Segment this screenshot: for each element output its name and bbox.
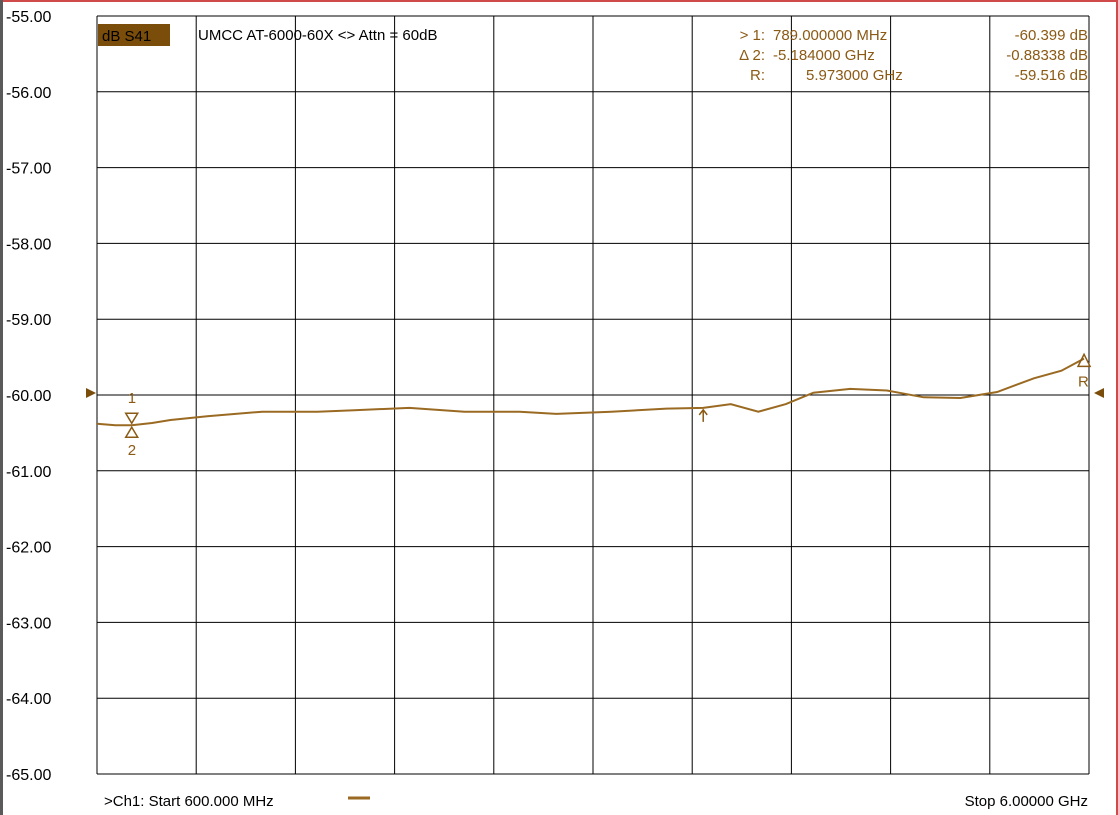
trace-label: dB S41 — [102, 28, 151, 45]
chart-grid — [96, 15, 1090, 775]
marker-r-symbol — [1076, 352, 1092, 368]
y-axis-tick-labels: -55.00 -56.00 -57.00 -58.00 -59.00 -60.00 -61.… — [6, 9, 51, 784]
window-left-edge — [0, 0, 3, 815]
reference-arrows — [86, 388, 1104, 398]
marker-2-symbol — [124, 425, 140, 438]
y-tick-label: -63.00 — [6, 615, 51, 632]
marker-2-label: 2 — [128, 442, 136, 459]
y-tick-label: -60.00 — [6, 388, 51, 405]
marker-r-freq: 5.973000 GHz — [806, 67, 903, 84]
chart-footer: >Ch1: Start 600.000 MHz Stop 6.00000 GHz — [104, 793, 1088, 810]
start-frequency-label: >Ch1: Start 600.000 MHz — [104, 793, 274, 810]
marker-2-freq: -5.184000 GHz — [773, 47, 875, 64]
marker-1-label: 1 — [128, 390, 136, 407]
trace-layer — [96, 357, 1085, 427]
y-tick-label: -59.00 — [6, 312, 51, 329]
y-tick-label: -56.00 — [6, 85, 51, 102]
y-tick-label: -65.00 — [6, 767, 51, 784]
marker-readout-table: > 1: 789.000000 MHz -60.399 dB Δ 2: -5.1… — [739, 27, 1088, 84]
y-tick-label: -61.00 — [6, 464, 51, 481]
y-tick-label: -55.00 — [6, 9, 51, 26]
left-reference-arrow[interactable] — [86, 388, 96, 398]
marker-r-label: R — [1078, 373, 1089, 390]
y-tick-label: -64.00 — [6, 691, 51, 708]
marker-2-id: Δ 2: — [739, 47, 765, 64]
stop-frequency-label: Stop 6.00000 GHz — [965, 793, 1088, 810]
chart-title: UMCC AT-6000-60X <> Attn = 60dB — [198, 27, 437, 44]
marker-arrow-head — [698, 408, 708, 416]
y-tick-label: -62.00 — [6, 540, 51, 557]
y-tick-label: -58.00 — [6, 236, 51, 253]
marker-1-value: -60.399 dB — [1015, 27, 1088, 44]
y-tick-label: -57.00 — [6, 161, 51, 178]
marker-r-id: R: — [750, 67, 765, 84]
chart-header: dB S41 UMCC AT-6000-60X <> Attn = 60dB — [98, 24, 437, 46]
right-reference-arrow[interactable] — [1094, 388, 1104, 398]
marker-layer: 1 2 R — [124, 352, 1092, 459]
marker-1-symbol — [124, 412, 140, 425]
marker-1-id: > 1: — [740, 27, 765, 44]
marker-2-value: -0.88338 dB — [1006, 47, 1088, 64]
marker-r-value: -59.516 dB — [1015, 67, 1088, 84]
marker-1-freq: 789.000000 MHz — [773, 27, 887, 44]
trace-label-box[interactable] — [98, 24, 170, 46]
trace-line — [96, 357, 1085, 427]
